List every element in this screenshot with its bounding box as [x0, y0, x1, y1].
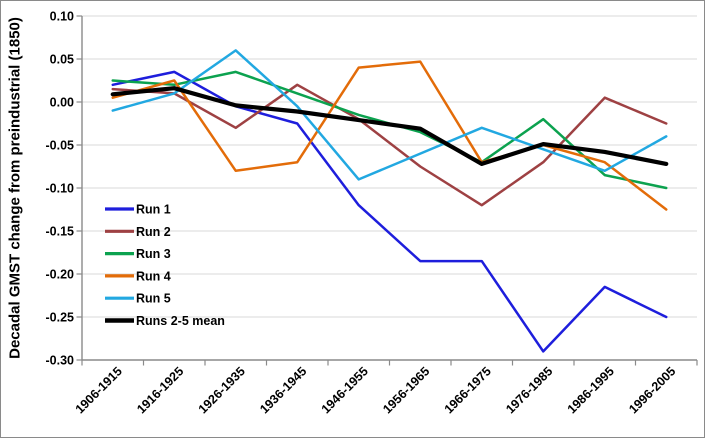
y-axis-title: Decadal GMST change from preindustrial (… — [6, 17, 24, 359]
y-tick-label: -0.30 — [46, 354, 75, 368]
y-tick-label: 0.10 — [50, 10, 74, 24]
series-line-run-2 — [111, 83, 668, 207]
x-tick-label: 1946-1955 — [319, 364, 371, 416]
y-tick-label: -0.10 — [46, 182, 75, 196]
series-line-run-5 — [111, 49, 668, 181]
y-tick-label: -0.20 — [46, 268, 75, 282]
x-tick-label: 1906-1915 — [73, 364, 125, 416]
x-tick-label: 1986-1995 — [565, 364, 617, 416]
legend-label-run-1: Run 1 — [136, 203, 171, 217]
y-tick-label: -0.25 — [46, 311, 75, 325]
x-tick-label: 1976-1985 — [503, 364, 555, 416]
x-tick-label: 1936-1945 — [257, 364, 309, 416]
y-tick-label: -0.15 — [46, 225, 75, 239]
legend-label-runs-2-5-mean: Runs 2-5 mean — [136, 314, 225, 328]
legend-label-run-5: Run 5 — [136, 292, 171, 306]
x-tick-label: 1926-1935 — [196, 364, 248, 416]
x-tick-label: 1966-1975 — [442, 364, 494, 416]
y-tick-label: 0.05 — [50, 53, 74, 67]
y-tick-label: 0.00 — [50, 96, 74, 110]
legend-label-run-2: Run 2 — [136, 225, 171, 239]
series-line-run-1 — [111, 70, 668, 353]
x-tick-label: 1956-1965 — [380, 364, 432, 416]
legend-label-run-4: Run 4 — [136, 269, 171, 283]
legend-label-run-3: Run 3 — [136, 247, 171, 261]
y-tick-label: -0.05 — [46, 139, 75, 153]
series-line-run-3 — [111, 70, 668, 190]
series-line-run-4 — [111, 60, 668, 211]
x-tick-label: 1996-2005 — [626, 364, 678, 416]
x-tick-label: 1916-1925 — [134, 364, 186, 416]
series-line-runs-2-5-mean — [110, 86, 669, 166]
